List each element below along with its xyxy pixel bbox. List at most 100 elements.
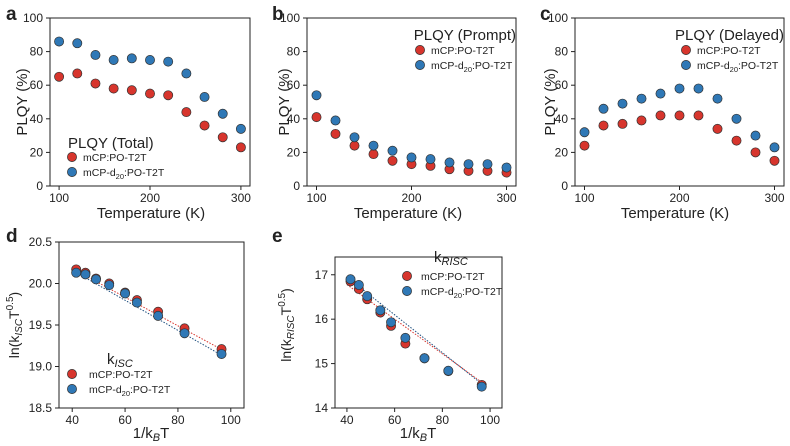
- panel-d-point-blue: [179, 328, 190, 339]
- panel-b-point-blue: [387, 145, 398, 156]
- panel-a-legend-title: PLQY (Total): [68, 135, 154, 152]
- panel-b-y-tick-label: 20: [287, 145, 301, 159]
- panel-c-y-tick-label: 40: [555, 112, 569, 126]
- panel-c-y-axis-label: PLQY (%): [542, 68, 559, 135]
- panel-b-point-blue: [444, 157, 455, 168]
- panel-d-x-tick-label: 60: [118, 413, 132, 427]
- panel-d-x-tick-label: 40: [66, 413, 80, 427]
- panel-d-y-tick-label: 20.0: [29, 277, 53, 291]
- panel-b-point-blue: [349, 132, 360, 143]
- panel-a-y-tick-label: 0: [36, 179, 43, 193]
- panel-a-point-blue: [235, 123, 246, 134]
- panel-c-y-tick-label: 60: [555, 78, 569, 92]
- panel-a-point-blue: [72, 38, 83, 49]
- panel-e-point-blue: [353, 280, 364, 290]
- panel-e-point-blue: [345, 274, 356, 285]
- panel-a-point-blue: [217, 108, 228, 119]
- panel-e-legend-label-red: mCP:PO-T2T: [421, 271, 485, 283]
- panel-e-y-tick-label: 17: [315, 268, 329, 282]
- panel-c-y-tick-label: 0: [561, 179, 568, 193]
- panel-c-point-blue: [598, 103, 609, 114]
- panel-c-point-blue: [617, 98, 628, 109]
- panel-a-point-red: [54, 71, 65, 82]
- panel-c-point-red: [636, 115, 647, 126]
- panel-d-plot: 40 60 80 100 18.5 19.0 19.5 20.0 20.5: [29, 235, 245, 427]
- panel-c-point-blue: [731, 113, 742, 124]
- panel-a-point-red: [145, 88, 155, 99]
- panel-a-y-tick-label: 100: [23, 11, 43, 25]
- panel-b-x-tick-label: 100: [306, 191, 326, 205]
- panel-a-point-red: [90, 78, 101, 89]
- panel-e-y-tick-label: 15: [315, 357, 329, 371]
- panel-c-point-red: [655, 110, 666, 121]
- panel-e-point-blue: [443, 365, 454, 376]
- panel-a-plot: 100 200 300 0 20 40 60 80 100: [23, 11, 251, 205]
- panel-a-point-red: [126, 85, 137, 96]
- panel-b-y-tick-label: 0: [293, 179, 300, 193]
- panel-d-y-axis-label: ln(kISCT0.5): [5, 292, 25, 358]
- panel-b-y-axis-label: PLQY (%): [276, 68, 293, 135]
- panel-e-plot: 40 60 80 100 14 15 16 17: [315, 256, 503, 427]
- panel-e-y-tick-label: 14: [315, 401, 329, 415]
- panel-b-legend-label-red: mCP:PO-T2T: [431, 45, 495, 57]
- panel-a-x-axis-label: Temperature (K): [97, 205, 205, 222]
- panel-c-point-red: [617, 118, 628, 129]
- panel-c-point-blue: [693, 83, 704, 94]
- panel-a-point-blue: [163, 56, 174, 67]
- panel-a-legend-label-red: mCP:PO-T2T: [83, 152, 147, 164]
- panel-d-legend-marker-red: [67, 369, 77, 379]
- panel-d-fit-line-red: [71, 268, 226, 352]
- panel-a-y-tick-label: 40: [30, 112, 44, 126]
- panel-c-x-axis-label: Temperature (K): [621, 205, 729, 222]
- panel-d-point-blue: [216, 349, 227, 359]
- panel-d-x-tick-label: 100: [221, 413, 241, 427]
- panel-e-point-blue: [476, 381, 487, 392]
- panel-a-point-blue: [145, 55, 155, 65]
- panel-c-legend-label-red: mCP:PO-T2T: [697, 45, 761, 57]
- panel-b-legend-label-blue: mCP-d20:PO-T2T: [431, 60, 513, 74]
- panel-b-point-red: [311, 112, 322, 123]
- panel-a-point-red: [108, 83, 119, 94]
- panel-a-point-blue: [90, 50, 101, 60]
- panel-c-point-red: [579, 140, 590, 151]
- panel-label-b: b: [272, 4, 284, 25]
- panel-d-x-tick-label: 80: [171, 413, 185, 427]
- panel-c-x-tick-label: 300: [764, 191, 784, 205]
- panel-c-point-red: [674, 110, 685, 121]
- panel-a-point-blue: [181, 68, 192, 79]
- panel-a-point-red: [163, 90, 174, 101]
- panel-c-point-red: [750, 147, 761, 158]
- panel-d-point-blue: [71, 267, 82, 278]
- panel-d-point-blue: [132, 297, 142, 308]
- panel-c-legend-title: PLQY (Delayed): [675, 27, 784, 44]
- panel-e-legend-title: kRISC: [434, 249, 468, 268]
- panel-a-point-red: [217, 132, 228, 143]
- panel-c-point-blue: [712, 93, 723, 104]
- panel-e-y-tick-label: 16: [315, 312, 329, 326]
- panel-c-y-tick-label: 20: [555, 145, 569, 159]
- panel-c-point-red: [693, 110, 704, 121]
- panel-b-point-blue: [406, 152, 417, 163]
- panel-b-y-tick-label: 40: [287, 112, 301, 126]
- panel-c-x-tick-label: 200: [669, 191, 689, 205]
- panel-d-legend-label-blue: mCP-d20:PO-T2T: [89, 384, 171, 398]
- panel-c-point-blue: [636, 93, 647, 104]
- panel-e-point-blue: [362, 291, 373, 302]
- panel-a-y-axis-label: PLQY (%): [14, 68, 31, 135]
- panel-d-legend-marker-blue: [67, 384, 77, 394]
- panel-b-point-blue: [425, 154, 436, 165]
- panel-a-legend-marker-blue: [67, 167, 77, 177]
- panel-a-x-tick-label: 300: [231, 191, 251, 205]
- panel-d-x-axis-label: 1/kBT: [133, 425, 170, 441]
- panel-c-point-blue: [674, 83, 685, 94]
- panel-d-point-blue: [120, 288, 131, 299]
- panel-d: d 40 60 80 100 18.5 19.0 19.5 20.0 20.5 1/kBT ln…: [5, 226, 245, 444]
- panel-label-c: c: [540, 4, 551, 25]
- panel-e-x-tick-label: 80: [436, 413, 450, 427]
- panel-a-y-tick-label: 20: [30, 145, 44, 159]
